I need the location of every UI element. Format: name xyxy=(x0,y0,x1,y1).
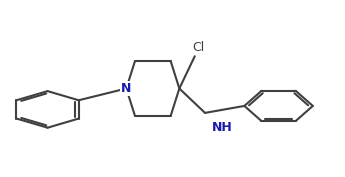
Text: N: N xyxy=(121,82,131,95)
Text: NH: NH xyxy=(212,121,233,134)
Text: Cl: Cl xyxy=(193,41,205,54)
